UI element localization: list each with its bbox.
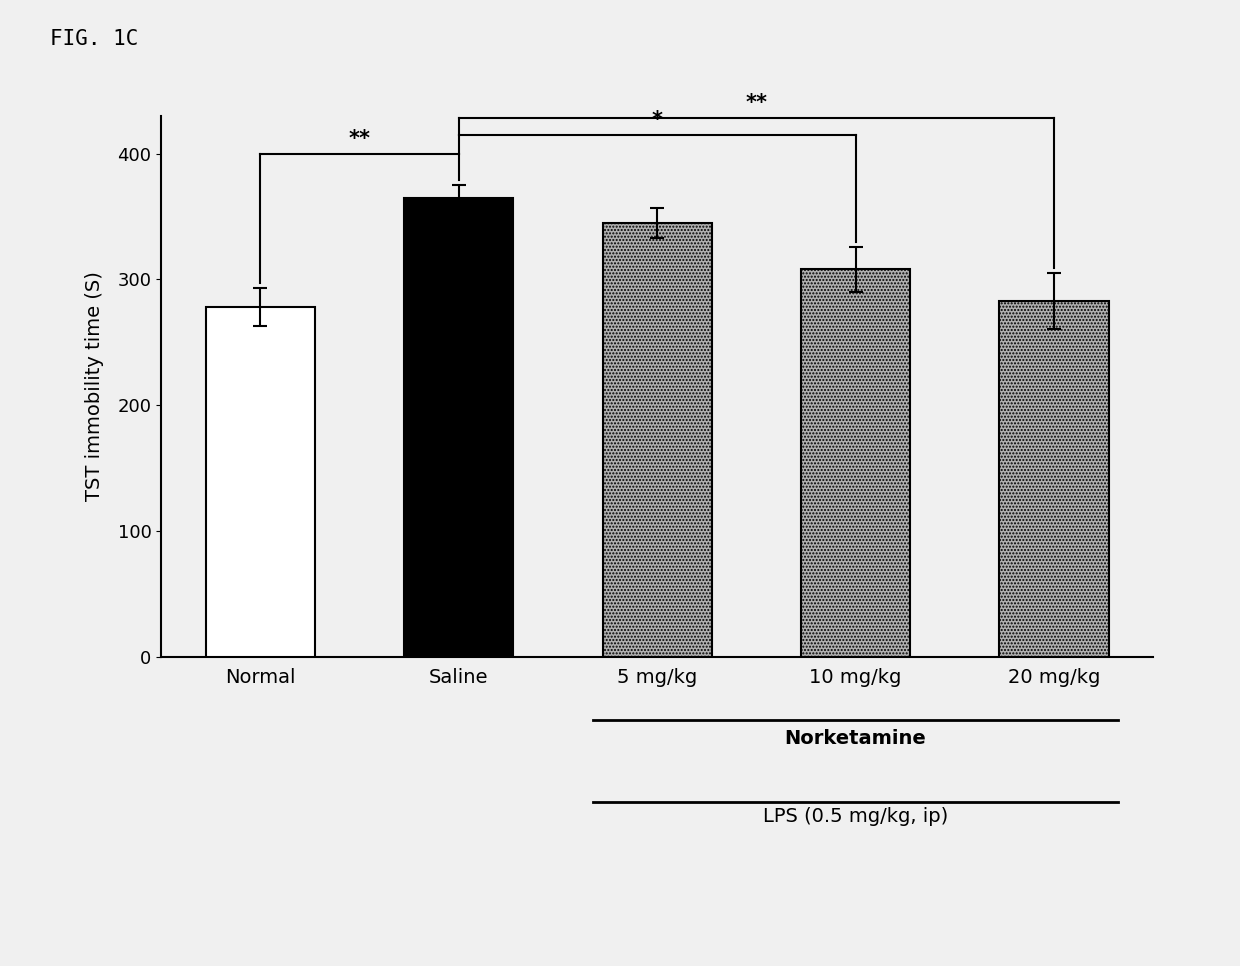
Text: *: * (652, 110, 662, 129)
Text: Norketamine: Norketamine (785, 729, 926, 749)
Bar (801, 270, 910, 657)
Bar (206, 307, 315, 657)
Bar (603, 223, 712, 657)
Text: FIG. 1C: FIG. 1C (50, 29, 138, 49)
Text: LPS (0.5 mg/kg, ip): LPS (0.5 mg/kg, ip) (763, 807, 949, 826)
Bar (404, 198, 513, 657)
Text: **: ** (348, 128, 371, 149)
Y-axis label: TST immobility time (S): TST immobility time (S) (84, 271, 104, 501)
Bar (999, 300, 1109, 657)
Text: **: ** (745, 94, 768, 113)
